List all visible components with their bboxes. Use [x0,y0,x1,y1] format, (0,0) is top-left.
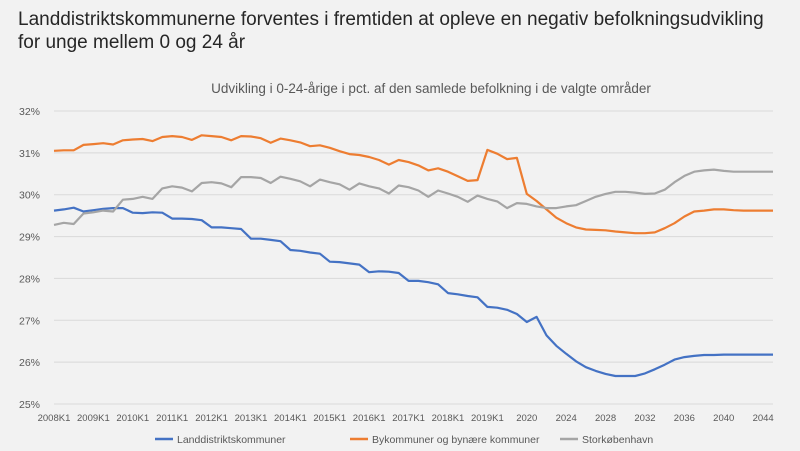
x-tick-label: 2020 [516,413,537,424]
x-tick-label: 2032 [634,413,655,424]
series-line [53,168,773,226]
x-tick-label: 2019K1 [471,413,504,424]
series-line [53,206,773,378]
y-tick-label: 30% [19,190,40,202]
legend-label: Bykommuner og bynære kommuner [372,434,540,446]
x-tick-label: 2009K1 [77,413,110,424]
x-tick-label: 2008K1 [38,413,71,424]
legend: Landdistriktskommuner Bykommuner og bynær… [155,434,653,446]
x-tick-label: 2028 [595,413,616,424]
x-tick-label: 2011K1 [156,413,188,424]
y-tick-label: 29% [19,232,40,244]
x-tick-label: 2018K1 [432,413,465,424]
x-tick-label: 2024 [556,413,577,424]
y-tick-label: 26% [19,357,40,369]
x-tick-label: 2017K1 [392,413,425,424]
x-tick-label: 2036 [674,413,695,424]
series-line [53,134,773,235]
chart-title: Udvikling i 0-24-årige i pct. af den sam… [211,81,651,96]
y-tick-label: 28% [19,273,40,285]
headline: Landdistriktskommunerne forventes i frem… [18,9,764,53]
series-lines [53,134,773,378]
x-tick-label: 2040 [713,413,734,424]
legend-label: Landdistriktskommuner [177,434,286,446]
y-tick-label: 25% [19,399,40,411]
y-tick-label: 31% [19,148,40,160]
y-tick-label: 32% [19,106,40,118]
x-tick-label: 2015K1 [313,413,346,424]
y-tick-label: 27% [19,315,40,327]
x-tick-label: 2016K1 [353,413,386,424]
y-axis-ticks: 25% 26% 27% 28% 29% 30% 31% 32% [19,106,40,411]
x-tick-label: 2012K1 [195,413,228,424]
x-tick-label: 2013K1 [235,413,268,424]
gridlines [54,110,773,405]
x-axis-ticks: 2008K1 2009K1 2010K1 2011K1 2012K1 2013K1 2014… [38,413,774,424]
x-tick-label: 2044 [753,413,774,424]
x-tick-label: 2010K1 [116,413,149,424]
legend-label: Storkøbenhavn [582,434,653,446]
x-tick-label: 2014K1 [274,413,307,424]
